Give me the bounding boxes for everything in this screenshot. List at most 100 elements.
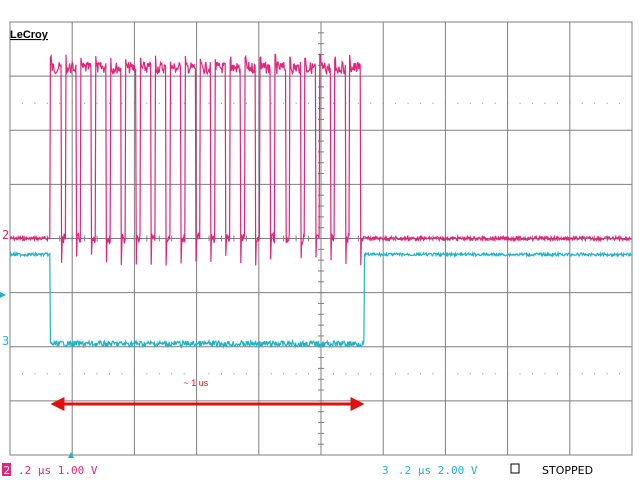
- graticule-dot: [133, 102, 135, 104]
- graticule-dot: [345, 373, 347, 375]
- graticule-dot: [606, 373, 608, 375]
- graticule-dot: [146, 102, 148, 104]
- channel-2-badge: [2, 463, 11, 476]
- graticule-dot: [121, 102, 123, 104]
- graticule-dot: [308, 373, 310, 375]
- graticule-dot: [84, 102, 86, 104]
- graticule-dot: [133, 373, 135, 375]
- graticule-dot: [382, 373, 384, 375]
- duration-annotation: ~ 1 us: [50, 378, 365, 411]
- graticule-dot: [619, 102, 621, 104]
- graticule-dot: [258, 373, 260, 375]
- graticule-dot: [320, 373, 322, 375]
- channel-2-trace: [9, 53, 632, 266]
- channel-2-marker: 2: [2, 228, 9, 242]
- channel-2-readout-group: 2 .2 μs 1.00 V: [2, 463, 98, 477]
- graticule-dot: [494, 102, 496, 104]
- graticule-dot: [569, 102, 571, 104]
- trigger-level-marker: [0, 292, 6, 298]
- duration-label: ~ 1 us: [184, 378, 209, 388]
- graticule-dot: [121, 373, 123, 375]
- graticule-dot: [196, 373, 198, 375]
- graticule-dot: [631, 102, 633, 104]
- graticule-dot: [9, 102, 11, 104]
- graticule-dot: [34, 102, 36, 104]
- graticule-dot: [233, 102, 235, 104]
- channel-3-marker: 3: [2, 334, 9, 348]
- graticule-dot: [395, 102, 397, 104]
- graticule-dot: [34, 373, 36, 375]
- graticule-dot: [109, 102, 111, 104]
- graticule-dot: [183, 373, 185, 375]
- graticule-dot: [432, 102, 434, 104]
- graticule-dot: [420, 102, 422, 104]
- graticule-dot: [46, 373, 48, 375]
- graticule-dot: [357, 373, 359, 375]
- graticule: [9, 21, 633, 456]
- graticule-dot: [519, 373, 521, 375]
- graticule-dot: [544, 373, 546, 375]
- graticule-dot: [46, 102, 48, 104]
- graticule-dot: [444, 373, 446, 375]
- graticule-dot: [569, 373, 571, 375]
- graticule-dot: [531, 373, 533, 375]
- graticule-dot: [581, 102, 583, 104]
- graticule-dot: [158, 102, 160, 104]
- graticule-dot: [332, 102, 334, 104]
- duration-arrow-head-right: [350, 397, 365, 411]
- channel-3-trace: [9, 250, 632, 349]
- traces: [9, 53, 632, 349]
- graticule-dot: [84, 373, 86, 375]
- graticule-dot: [581, 373, 583, 375]
- graticule-dot: [519, 102, 521, 104]
- graticule-dot: [606, 102, 608, 104]
- graticule-dot: [96, 373, 98, 375]
- graticule-dot: [96, 102, 98, 104]
- graticule-dot: [507, 373, 509, 375]
- graticule-dot: [420, 373, 422, 375]
- graticule-dot: [220, 102, 222, 104]
- graticule-dot: [444, 102, 446, 104]
- graticule-dot: [332, 373, 334, 375]
- graticule-dot: [171, 102, 173, 104]
- graticule-dot: [295, 373, 297, 375]
- channel-3-readout: .2 μs 2.00 V: [398, 464, 478, 477]
- graticule-dot: [270, 102, 272, 104]
- graticule-dot: [407, 373, 409, 375]
- graticule-dot: [469, 102, 471, 104]
- graticule-dot: [482, 373, 484, 375]
- graticule-dot: [482, 102, 484, 104]
- graticule-dot: [457, 102, 459, 104]
- graticule-dot: [270, 373, 272, 375]
- graticule-dot: [457, 373, 459, 375]
- graticule-dot: [594, 373, 596, 375]
- graticule-dot: [594, 102, 596, 104]
- graticule-dot: [370, 102, 372, 104]
- channel-3-badge-number: 3: [382, 464, 389, 477]
- graticule-dot: [432, 373, 434, 375]
- graticule-dot: [507, 102, 509, 104]
- graticule-dot: [208, 102, 210, 104]
- graticule-dot: [295, 102, 297, 104]
- graticule-dot: [395, 373, 397, 375]
- graticule-dot: [71, 373, 73, 375]
- graticule-dot: [308, 102, 310, 104]
- graticule-dot: [21, 373, 23, 375]
- graticule-dot: [544, 102, 546, 104]
- graticule-dot: [9, 373, 11, 375]
- graticule-dot: [357, 102, 359, 104]
- graticule-dot: [283, 102, 285, 104]
- acquisition-status: STOPPED: [542, 464, 593, 477]
- graticule-dot: [59, 373, 61, 375]
- graticule-dot: [71, 102, 73, 104]
- graticule-dot: [407, 102, 409, 104]
- graticule-dot: [233, 373, 235, 375]
- graticule-dot: [382, 102, 384, 104]
- graticule-dot: [109, 373, 111, 375]
- graticule-dot: [171, 373, 173, 375]
- graticule-dot: [283, 373, 285, 375]
- graticule-dot: [196, 102, 198, 104]
- channel-2-readout: .2 μs 1.00 V: [18, 464, 98, 477]
- graticule-dot: [494, 373, 496, 375]
